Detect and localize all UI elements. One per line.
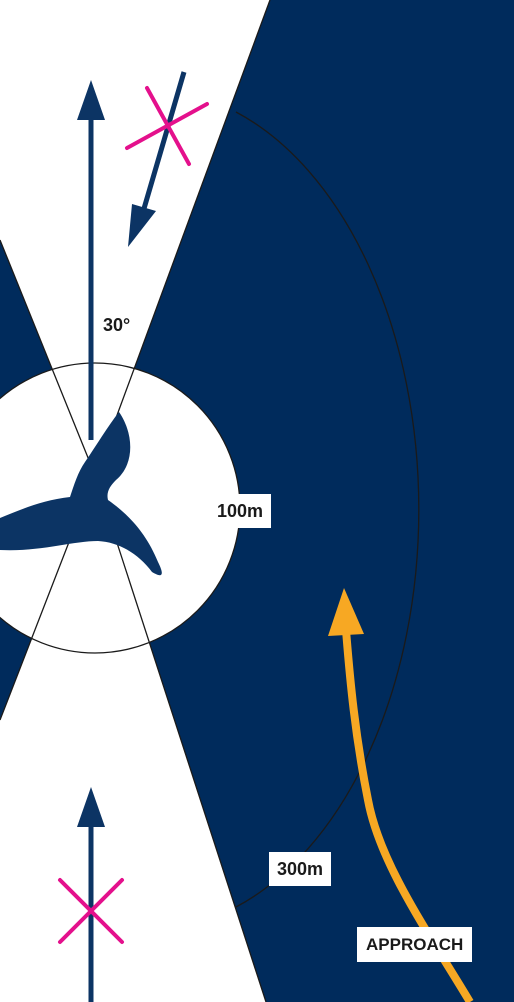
sector-line-forward-left (0, 239, 96, 476)
sector-line-rear-right (94, 474, 267, 1002)
cross-mark-icon (125, 86, 209, 166)
rear-approach-arrowhead (77, 787, 105, 827)
outer-radius-label: 300m (269, 852, 332, 886)
head-on-approach-arrow-shaft (140, 71, 187, 213)
recommended-approach-arrowhead (328, 588, 364, 636)
whale-tail-icon (0, 412, 162, 576)
inner-radius-label: 100m (209, 494, 272, 528)
cross-mark-icon (58, 878, 124, 944)
approach-label: APPROACH (357, 927, 473, 962)
outer-range-ring (235, 111, 420, 908)
inner-exclusion-circle (0, 363, 240, 653)
sector-line-forward-right (94, 0, 271, 476)
sector-angle-label: 30° (103, 315, 131, 335)
whale-heading-arrowhead (77, 80, 105, 120)
head-on-approach-arrowhead (128, 204, 156, 247)
